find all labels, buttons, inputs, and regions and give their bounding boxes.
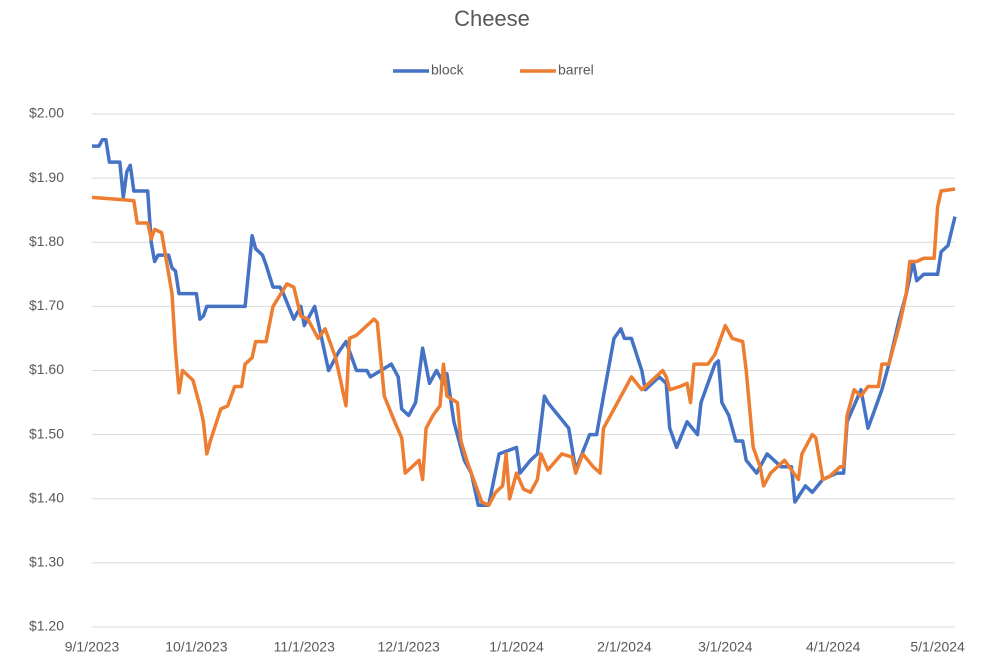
y-tick-label: $1.50 bbox=[29, 425, 64, 441]
y-tick-label: $1.80 bbox=[29, 233, 64, 249]
y-tick-label: $1.30 bbox=[29, 554, 64, 570]
x-tick-label: 9/1/2023 bbox=[65, 639, 120, 655]
chart-title: Cheese bbox=[454, 6, 530, 31]
y-tick-label: $1.60 bbox=[29, 361, 64, 377]
y-tick-label: $1.70 bbox=[29, 297, 64, 313]
x-tick-label: 5/1/2024 bbox=[910, 639, 965, 655]
legend-label: barrel bbox=[558, 62, 594, 78]
x-tick-label: 12/1/2023 bbox=[378, 639, 440, 655]
y-tick-label: $2.00 bbox=[29, 105, 64, 121]
x-tick-label: 2/1/2024 bbox=[597, 639, 652, 655]
y-tick-label: $1.90 bbox=[29, 169, 64, 185]
x-tick-label: 3/1/2024 bbox=[698, 639, 753, 655]
series-line bbox=[92, 137, 957, 507]
y-tick-label: $1.40 bbox=[29, 489, 64, 505]
series-line bbox=[91, 187, 956, 507]
x-tick-label: 4/1/2024 bbox=[806, 639, 861, 655]
legend-label: block bbox=[431, 62, 465, 78]
x-tick-label: 11/1/2023 bbox=[274, 639, 335, 655]
y-tick-label: $1.20 bbox=[29, 618, 64, 634]
x-tick-label: 1/1/2024 bbox=[489, 639, 544, 655]
x-tick-label: 10/1/2023 bbox=[165, 639, 227, 655]
